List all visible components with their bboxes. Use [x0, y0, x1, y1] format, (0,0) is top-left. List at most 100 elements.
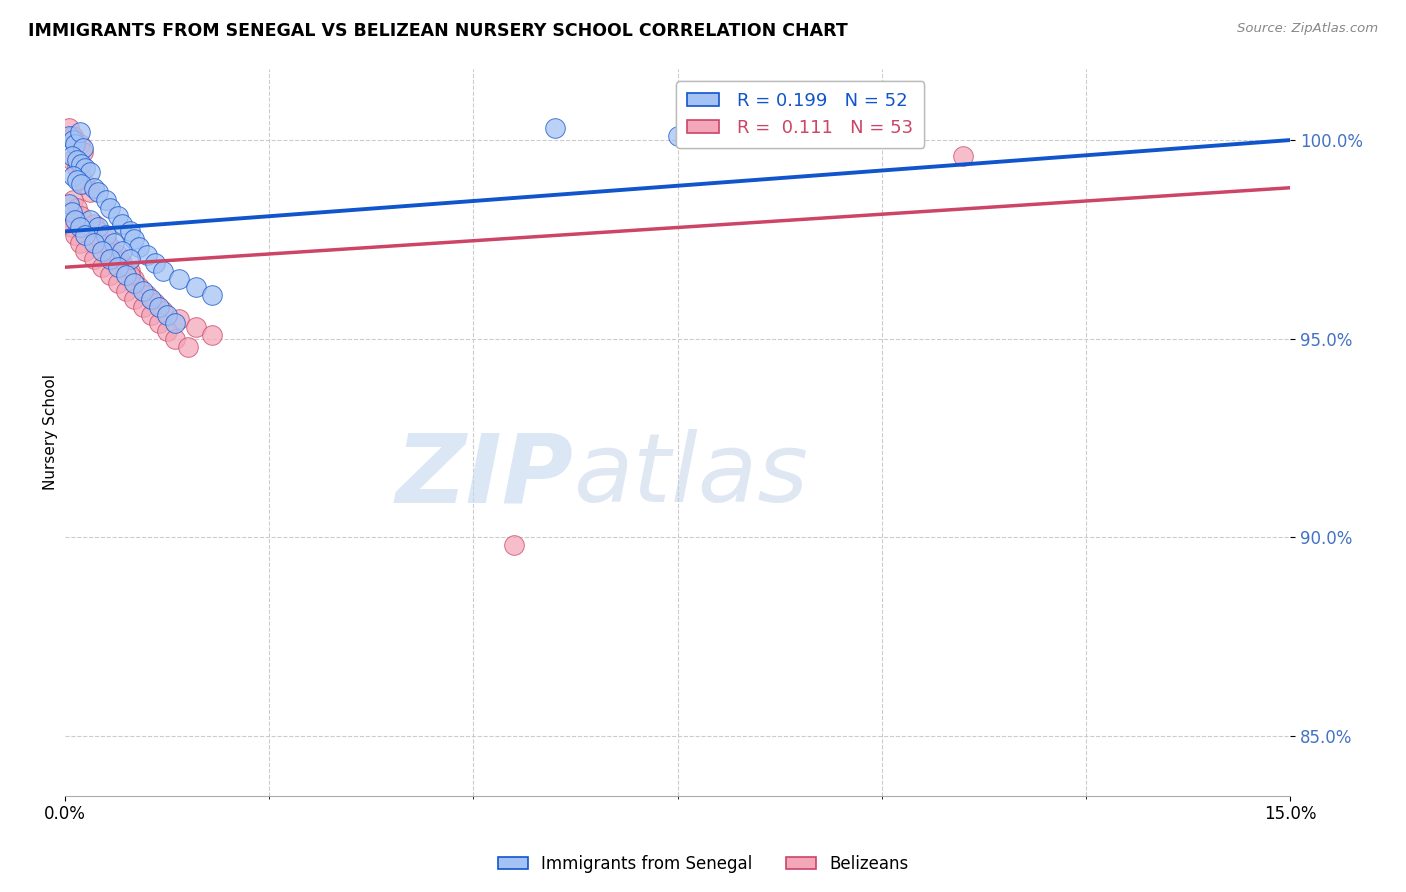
Point [60, 204, 83, 219]
Point [201, 327, 224, 342]
Point [131, 284, 153, 298]
Point [124, 292, 146, 306]
Point [544, 121, 567, 136]
Point [83, 217, 105, 231]
Point [176, 340, 198, 354]
Point [98, 268, 121, 282]
Point [128, 280, 150, 294]
Point [60, 220, 83, 235]
Point [124, 276, 146, 290]
Point [60, 153, 83, 167]
Point [90, 244, 112, 259]
Point [62, 129, 84, 144]
Point [115, 268, 138, 282]
Point [156, 324, 179, 338]
Point [62, 193, 84, 207]
Point [128, 240, 150, 254]
Legend: R = 0.199   N = 52, R =  0.111   N = 53: R = 0.199 N = 52, R = 0.111 N = 53 [676, 81, 924, 148]
Point [69, 220, 91, 235]
Point [63, 212, 86, 227]
Point [124, 232, 146, 246]
Point [666, 129, 689, 144]
Point [152, 264, 174, 278]
Point [135, 248, 157, 262]
Point [58, 196, 80, 211]
Point [79, 165, 101, 179]
Point [111, 256, 134, 270]
Point [120, 252, 142, 267]
Point [75, 177, 97, 191]
Y-axis label: Nursery School: Nursery School [44, 374, 58, 490]
Point [87, 236, 110, 251]
Point [79, 185, 101, 199]
Point [111, 244, 134, 259]
Point [87, 224, 110, 238]
Point [131, 300, 153, 314]
Point [70, 169, 93, 183]
Point [94, 232, 117, 246]
Point [120, 224, 142, 238]
Point [69, 125, 91, 139]
Point [165, 316, 187, 330]
Point [79, 228, 101, 243]
Point [75, 228, 97, 243]
Point [503, 538, 526, 552]
Point [75, 161, 97, 175]
Point [143, 296, 166, 310]
Point [201, 288, 224, 302]
Point [148, 300, 170, 314]
Point [94, 244, 117, 259]
Point [115, 284, 138, 298]
Point [83, 180, 105, 194]
Point [66, 201, 89, 215]
Point [98, 252, 121, 267]
Point [58, 121, 80, 136]
Point [69, 136, 91, 151]
Point [98, 201, 121, 215]
Point [124, 272, 146, 286]
Point [143, 256, 166, 270]
Point [63, 136, 86, 151]
Point [94, 193, 117, 207]
Point [87, 185, 110, 199]
Point [62, 133, 84, 147]
Point [60, 149, 83, 163]
Point [103, 236, 125, 251]
Point [63, 133, 86, 147]
Point [79, 212, 101, 227]
Point [66, 173, 89, 187]
Point [107, 209, 129, 223]
Point [83, 252, 105, 267]
Text: Source: ZipAtlas.com: Source: ZipAtlas.com [1237, 22, 1378, 36]
Text: atlas: atlas [574, 429, 808, 523]
Point [120, 264, 142, 278]
Point [139, 292, 162, 306]
Point [111, 217, 134, 231]
Point [184, 319, 207, 334]
Point [70, 209, 93, 223]
Point [165, 332, 187, 346]
Point [72, 141, 94, 155]
Point [72, 145, 94, 159]
Point [66, 161, 89, 175]
Point [120, 268, 142, 282]
Point [135, 288, 157, 302]
Point [66, 153, 89, 167]
Text: IMMIGRANTS FROM SENEGAL VS BELIZEAN NURSERY SCHOOL CORRELATION CHART: IMMIGRANTS FROM SENEGAL VS BELIZEAN NURS… [28, 22, 848, 40]
Point [70, 157, 93, 171]
Point [87, 220, 110, 235]
Point [94, 228, 117, 243]
Legend: Immigrants from Senegal, Belizeans: Immigrants from Senegal, Belizeans [491, 848, 915, 880]
Point [75, 244, 97, 259]
Point [111, 260, 134, 275]
Point [169, 272, 191, 286]
Point [98, 240, 121, 254]
Point [184, 280, 207, 294]
Point [58, 212, 80, 227]
Point [69, 236, 91, 251]
Point [107, 260, 129, 275]
Point [148, 316, 170, 330]
Point [90, 260, 112, 275]
Point [62, 169, 84, 183]
Point [107, 248, 129, 262]
